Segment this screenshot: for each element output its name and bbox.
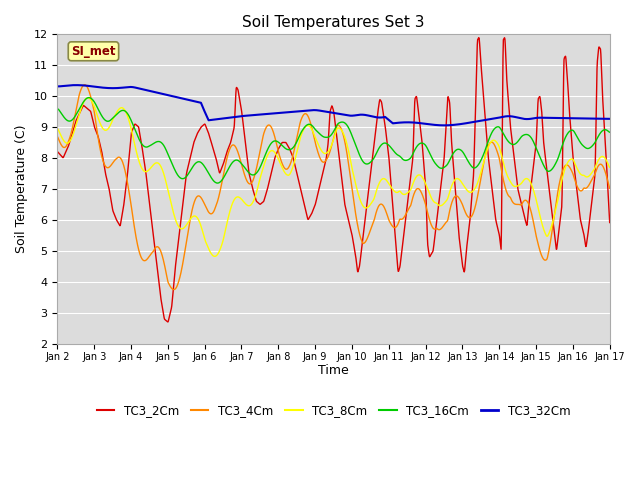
X-axis label: Time: Time (318, 364, 349, 377)
Title: Soil Temperatures Set 3: Soil Temperatures Set 3 (243, 15, 425, 30)
Y-axis label: Soil Temperature (C): Soil Temperature (C) (15, 125, 28, 253)
Legend: TC3_2Cm, TC3_4Cm, TC3_8Cm, TC3_16Cm, TC3_32Cm: TC3_2Cm, TC3_4Cm, TC3_8Cm, TC3_16Cm, TC3… (92, 399, 575, 422)
Text: SI_met: SI_met (71, 45, 116, 58)
